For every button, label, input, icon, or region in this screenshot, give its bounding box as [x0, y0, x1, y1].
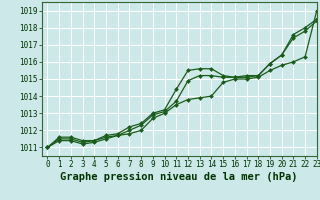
X-axis label: Graphe pression niveau de la mer (hPa): Graphe pression niveau de la mer (hPa)	[60, 172, 298, 182]
